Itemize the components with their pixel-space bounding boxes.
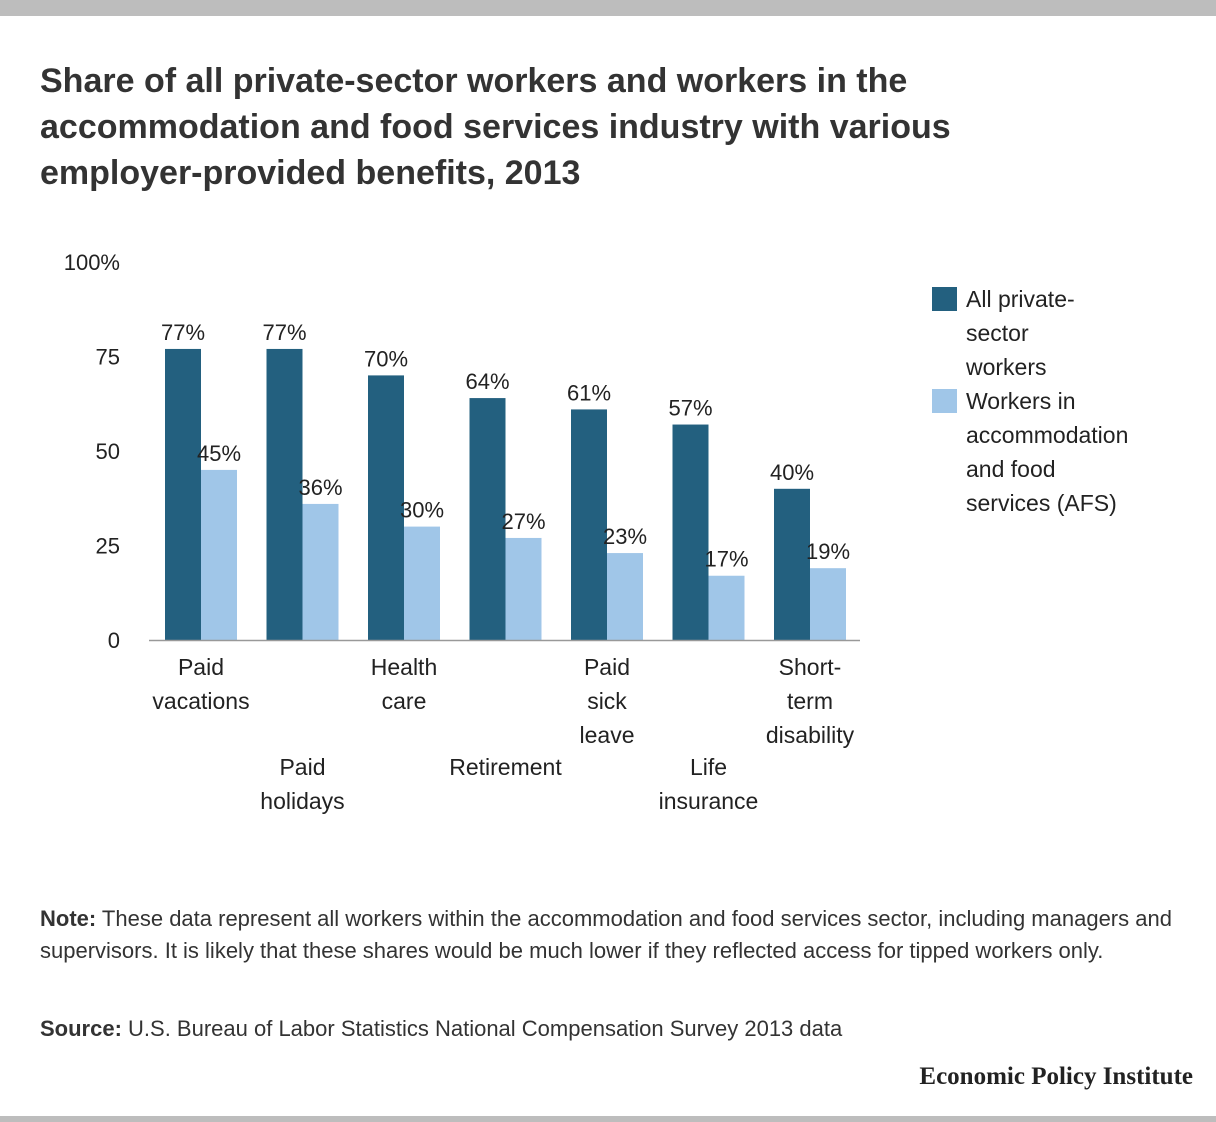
- category-label: Paid sick leave: [580, 654, 635, 748]
- legend-label-line: sector: [966, 320, 1029, 346]
- data-label: 70%: [364, 346, 408, 371]
- category-label: Paid vacations: [152, 654, 249, 714]
- data-label: 77%: [161, 320, 205, 345]
- data-label: 17%: [704, 547, 748, 572]
- bar: [607, 553, 643, 640]
- y-tick-label: 75: [96, 345, 120, 370]
- category-label: Life insurance: [659, 754, 759, 814]
- bar: [708, 575, 745, 640]
- note-text: These data represent all workers within …: [40, 906, 1172, 963]
- y-tick-label: 100%: [64, 250, 120, 275]
- category-label: Retirement: [449, 754, 562, 780]
- data-label: 61%: [567, 380, 611, 405]
- source-text: U.S. Bureau of Labor Statistics National…: [121, 1016, 843, 1041]
- bar: [302, 503, 339, 640]
- data-label: 77%: [262, 320, 306, 345]
- bar: [571, 409, 607, 640]
- legend-item-afs: Workers in accommodation and food servic…: [932, 384, 1192, 520]
- bar: [774, 488, 810, 640]
- legend: All private- sector workers Workers in a…: [932, 282, 1192, 520]
- data-label: 27%: [501, 509, 545, 534]
- data-label: 64%: [465, 369, 509, 394]
- bar: [165, 348, 201, 640]
- y-tick-label: 25: [96, 534, 120, 559]
- legend-swatch-afs: [932, 389, 957, 413]
- data-label: 40%: [770, 460, 814, 485]
- chart-source: Source: U.S. Bureau of Labor Statistics …: [40, 1013, 1180, 1045]
- source-label: Source:: [40, 1016, 122, 1041]
- bar: [266, 348, 303, 640]
- category-label: Health care: [371, 654, 437, 714]
- legend-swatch-all-private: [932, 287, 957, 311]
- bar: [201, 469, 237, 640]
- data-label: 57%: [668, 396, 712, 421]
- bar: [505, 537, 542, 640]
- legend-label-line: and food: [966, 456, 1056, 482]
- y-tick-label: 50: [96, 439, 120, 464]
- bar: [469, 398, 506, 640]
- legend-label-line: workers: [966, 354, 1047, 380]
- chart-note: Note: These data represent all workers w…: [40, 903, 1180, 967]
- publisher-logo: Economic Policy Institute: [919, 1063, 1193, 1090]
- y-tick-label: 0: [108, 628, 120, 653]
- legend-label-line: Workers in: [966, 388, 1076, 414]
- data-label: 36%: [298, 475, 342, 500]
- bar: [404, 526, 440, 640]
- bar-chart: 0 25 50 75 100% 77% 77% 70% 64% 61% 57% 40% 45% 36% 30…: [64, 250, 860, 814]
- bar: [672, 424, 709, 640]
- category-label: Short-term disability: [766, 654, 855, 748]
- data-label: 19%: [806, 539, 850, 564]
- legend-item-all-private: All private- sector workers: [932, 282, 1192, 384]
- note-label: Note:: [40, 906, 97, 931]
- category-label: Paid holidays: [260, 754, 344, 814]
- bottom-border: [0, 1116, 1216, 1122]
- legend-label-line: accommodation: [966, 422, 1129, 448]
- data-label: 45%: [197, 441, 241, 466]
- bar: [368, 375, 404, 640]
- legend-label-line: All private-: [966, 286, 1075, 312]
- data-label: 30%: [400, 498, 444, 523]
- bar: [810, 568, 846, 640]
- legend-label-line: services (AFS): [966, 490, 1117, 516]
- chart-title: Share of all private-sector workers and …: [40, 62, 951, 192]
- top-border: [0, 0, 1216, 16]
- data-label: 23%: [603, 524, 647, 549]
